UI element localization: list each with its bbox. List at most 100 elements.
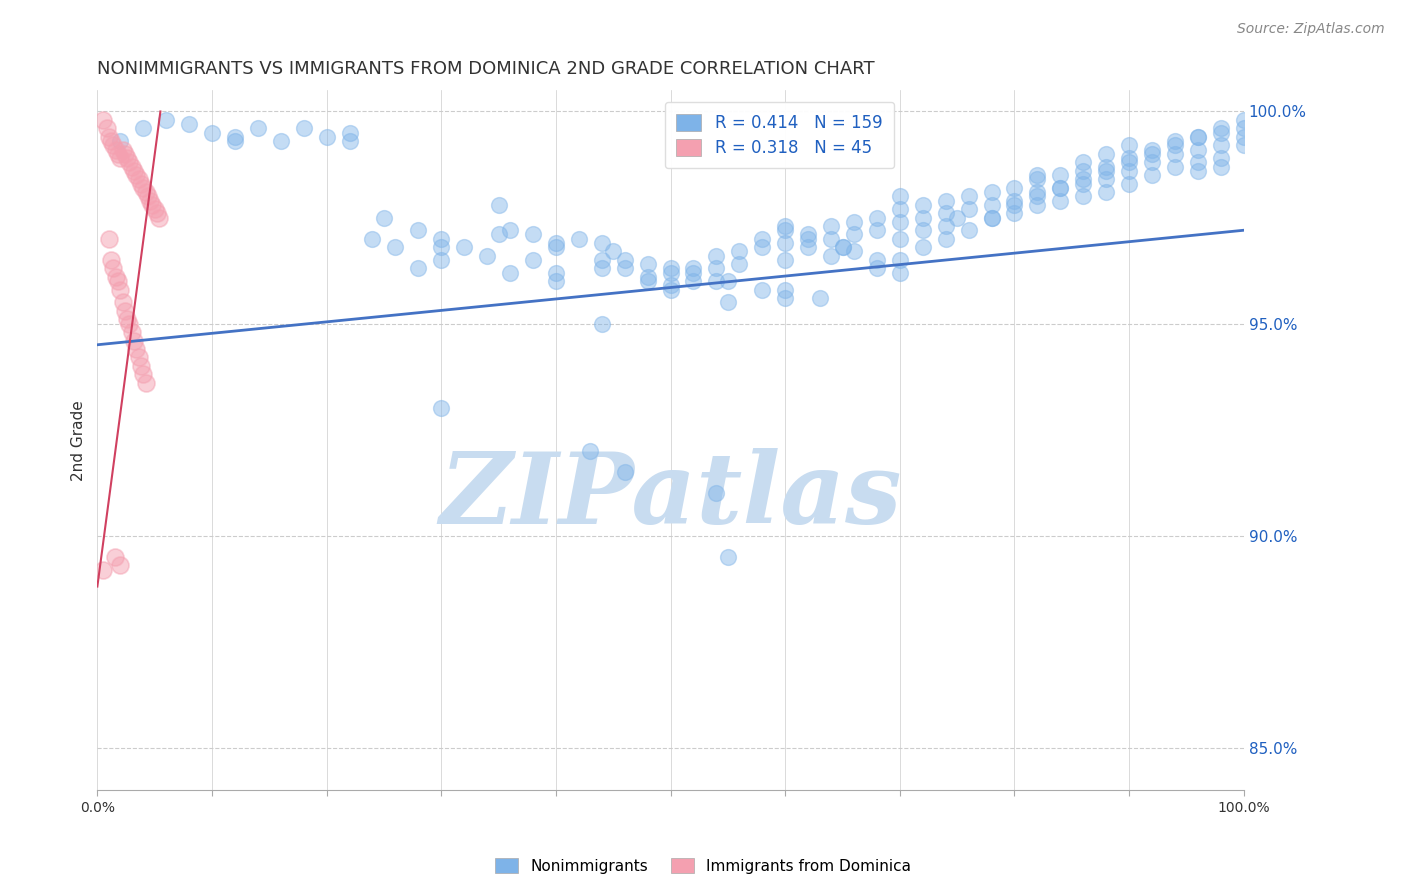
Text: Source: ZipAtlas.com: Source: ZipAtlas.com [1237,22,1385,37]
Point [96,121,118,136]
Point [1026,168,1049,182]
Point [1049,168,1071,182]
Point [100,134,122,148]
Point [773,219,796,233]
Point [115,151,138,165]
Point [1071,172,1094,186]
Point [103,261,125,276]
Point [270,134,292,148]
Point [97,130,120,145]
Point [91,563,114,577]
Point [1187,155,1209,169]
Point [980,198,1002,212]
Legend: Nonimmigrants, Immigrants from Dominica: Nonimmigrants, Immigrants from Dominica [489,852,917,880]
Point [430,232,453,246]
Point [957,189,980,203]
Point [134,376,156,390]
Point [613,252,636,267]
Point [1164,138,1187,153]
Point [831,240,853,254]
Point [889,252,911,267]
Point [568,232,591,246]
Point [1118,177,1140,191]
Point [148,211,170,225]
Point [889,202,911,216]
Point [104,269,127,284]
Point [125,168,148,182]
Point [751,240,773,254]
Point [1095,164,1118,178]
Point [129,177,152,191]
Point [659,278,682,293]
Point [121,160,143,174]
Point [1140,155,1163,169]
Point [224,134,246,148]
Point [115,312,138,326]
Point [1071,177,1094,191]
Point [773,252,796,267]
Point [121,325,143,339]
Point [1118,164,1140,178]
Point [591,317,613,331]
Point [128,172,150,186]
Point [488,227,510,242]
Point [384,240,406,254]
Point [957,202,980,216]
Point [591,252,613,267]
Point [773,291,796,305]
Point [831,240,853,254]
Point [1026,185,1049,199]
Point [1233,112,1256,127]
Point [1140,143,1163,157]
Point [1071,189,1094,203]
Point [911,223,934,237]
Point [430,401,453,416]
Point [544,274,567,288]
Point [315,130,337,145]
Point [659,266,682,280]
Point [107,274,129,288]
Point [820,219,842,233]
Point [591,235,613,250]
Point [706,261,728,276]
Point [773,283,796,297]
Point [1233,130,1256,145]
Point [889,215,911,229]
Point [706,486,728,500]
Point [1164,147,1187,161]
Point [1095,172,1118,186]
Point [889,232,911,246]
Point [1118,138,1140,153]
Point [544,266,567,280]
Point [935,194,957,208]
Point [132,181,155,195]
Point [100,252,122,267]
Point [499,266,522,280]
Point [373,211,395,225]
Point [1026,172,1049,186]
Point [136,189,159,203]
Point [103,138,125,153]
Point [682,266,704,280]
Point [706,274,728,288]
Point [602,244,624,259]
Point [842,244,865,259]
Y-axis label: 2nd Grade: 2nd Grade [72,400,86,481]
Point [1071,155,1094,169]
Point [522,252,544,267]
Point [1004,194,1026,208]
Point [408,261,430,276]
Point [522,227,544,242]
Point [682,274,704,288]
Point [820,249,842,263]
Point [110,558,132,573]
Legend: R = 0.414   N = 159, R = 0.318   N = 45: R = 0.414 N = 159, R = 0.318 N = 45 [665,102,894,169]
Point [751,232,773,246]
Point [1071,164,1094,178]
Point [104,143,127,157]
Point [866,261,889,276]
Point [1209,121,1232,136]
Point [430,240,453,254]
Point [613,465,636,479]
Point [544,240,567,254]
